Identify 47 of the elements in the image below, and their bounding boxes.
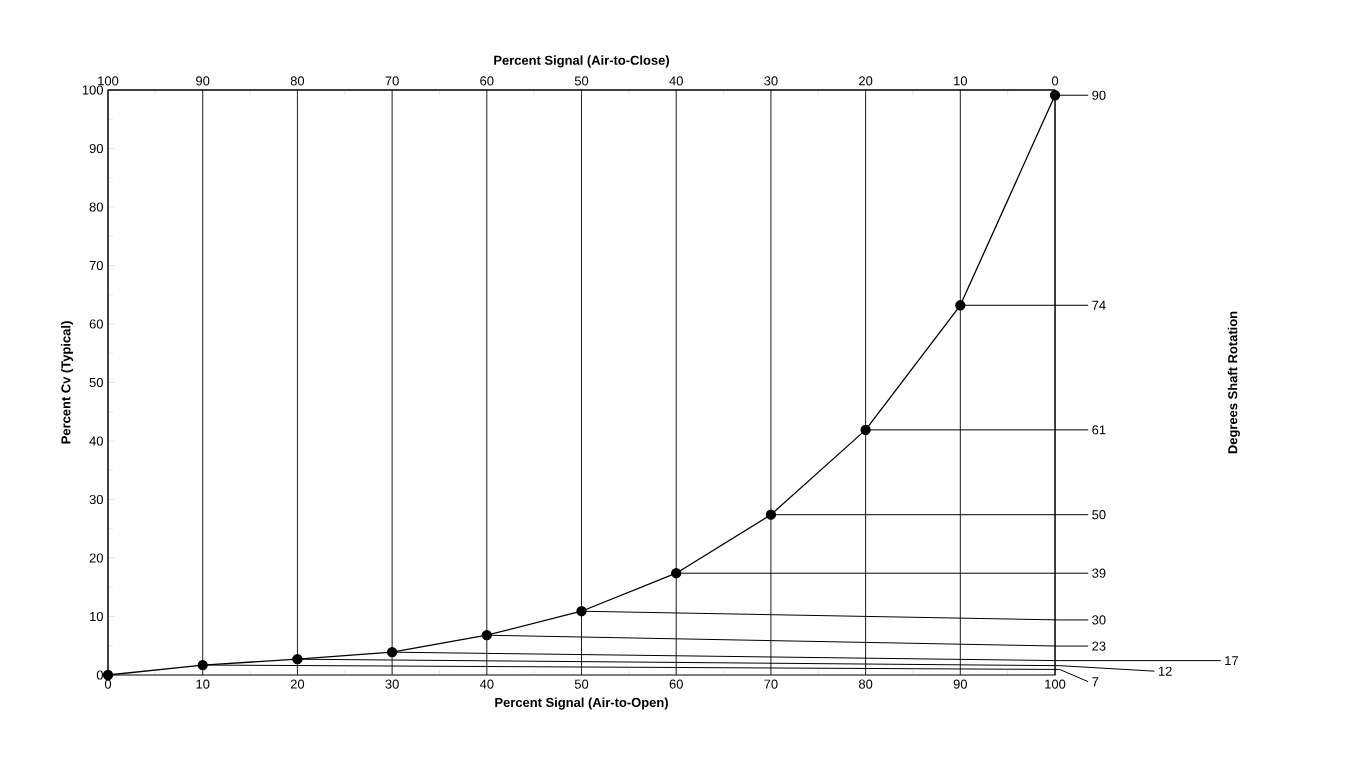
text: Degrees Shaft Rotation [1227, 311, 1240, 454]
x-tick-label: 20 [290, 679, 305, 689]
x2-tick-label: 40 [669, 76, 683, 86]
x-tick-label: 40 [479, 679, 494, 689]
x2-tick-label: 10 [954, 76, 968, 86]
x2-tick-label: 20 [859, 76, 873, 86]
y-tick-label: 90 [89, 143, 103, 154]
x2-tick-label: 0 [1051, 76, 1059, 86]
x2-tick-label: 60 [480, 76, 494, 86]
x-tick-label: 90 [953, 679, 968, 689]
annotation: 17 [1225, 656, 1238, 666]
y-tick-label: 40 [89, 436, 103, 446]
x2-tick-label: 100 [98, 76, 119, 86]
x-tick-label: 50 [574, 679, 589, 689]
annotation: 50 [1092, 510, 1106, 520]
annotation: 7 [1092, 677, 1099, 687]
x-tick-label: 30 [385, 679, 399, 689]
y-tick-label: 80 [89, 202, 103, 212]
y-tick-label: 30 [89, 494, 103, 505]
x2-tick-label: 50 [574, 76, 589, 86]
y-axis-title: Percent Cv (Typical) [60, 321, 74, 444]
x2-tick-label: 30 [764, 76, 778, 86]
y-tick-label: 100 [82, 85, 103, 95]
y-tick-label: 10 [90, 611, 103, 622]
y-tick-label: 70 [89, 260, 103, 271]
annotation: 30 [1092, 615, 1106, 625]
annotation: 39 [1092, 568, 1106, 578]
x2-axis-title: Percent Signal (Air-to-Close) [494, 55, 669, 68]
x-tick-label: 80 [858, 679, 873, 689]
x2-tick-label: 80 [290, 76, 305, 86]
annotation: 90 [1092, 90, 1106, 100]
x-tick-label: 0 [104, 679, 112, 689]
y-tick-label: 20 [89, 553, 103, 563]
annotation: 74 [1092, 300, 1106, 310]
annotation: 12 [1158, 666, 1172, 676]
x-tick-label: 100 [1045, 679, 1066, 689]
y-tick-label: 50 [89, 377, 103, 388]
x-tick-label: 60 [669, 679, 683, 689]
x-tick-label: 70 [764, 679, 778, 689]
annotation: 61 [1092, 425, 1106, 435]
annotation: 23 [1092, 641, 1106, 651]
x-tick-label: 10 [196, 679, 210, 689]
y-tick-label: 0 [96, 670, 103, 680]
y-tick-label: 60 [89, 319, 103, 329]
x2-tick-label: 70 [385, 76, 399, 86]
x2-tick-label: 90 [196, 76, 210, 86]
x-axis-title: Percent Signal (Air-to-Open) [495, 697, 668, 710]
